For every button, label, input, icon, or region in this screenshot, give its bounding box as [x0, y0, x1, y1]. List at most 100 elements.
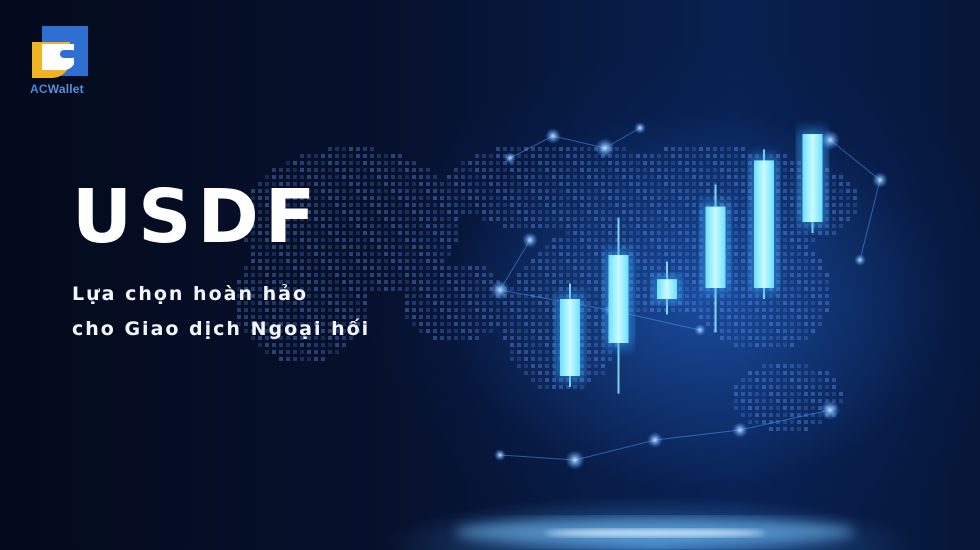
map-dot	[818, 399, 822, 403]
map-dot	[727, 147, 731, 151]
map-dot	[265, 231, 269, 235]
map-dot	[720, 196, 724, 200]
map-dot	[440, 252, 444, 256]
map-dot	[839, 392, 843, 396]
map-dot	[419, 315, 423, 319]
map-dot	[566, 147, 570, 151]
map-dot	[825, 210, 829, 214]
map-dot	[496, 308, 500, 312]
map-dot	[321, 280, 325, 284]
map-dot	[293, 280, 297, 284]
map-dot	[783, 364, 787, 368]
map-dot	[279, 231, 283, 235]
map-dot	[538, 252, 542, 256]
map-dot	[538, 273, 542, 277]
map-dot	[531, 217, 535, 221]
map-dot	[461, 210, 465, 214]
map-dot	[468, 329, 472, 333]
map-dot	[573, 182, 577, 186]
map-dot	[699, 287, 703, 291]
map-dot	[279, 196, 283, 200]
map-dot	[741, 406, 745, 410]
map-dot	[440, 266, 444, 270]
map-dot	[636, 294, 640, 298]
map-dot	[566, 245, 570, 249]
map-dot	[286, 336, 290, 340]
map-dot	[741, 308, 745, 312]
map-dot	[356, 266, 360, 270]
map-dot	[818, 308, 822, 312]
map-dot	[671, 210, 675, 214]
map-dot	[797, 371, 801, 375]
map-dot	[608, 203, 612, 207]
map-dot	[363, 266, 367, 270]
map-dot	[545, 308, 549, 312]
map-dot	[713, 168, 717, 172]
map-dot	[356, 315, 360, 319]
map-dot	[692, 168, 696, 172]
map-dot	[706, 161, 710, 165]
map-dot	[846, 182, 850, 186]
map-dot	[412, 168, 416, 172]
map-dot	[531, 315, 535, 319]
map-dot	[783, 154, 787, 158]
map-dot	[440, 224, 444, 228]
map-dot	[258, 308, 262, 312]
map-dot	[300, 210, 304, 214]
map-dot	[321, 231, 325, 235]
map-dot	[566, 182, 570, 186]
map-dot	[608, 357, 612, 361]
map-dot	[426, 196, 430, 200]
map-dot	[650, 294, 654, 298]
map-dot	[265, 301, 269, 305]
map-dot	[356, 161, 360, 165]
map-dot	[426, 301, 430, 305]
map-dot	[321, 168, 325, 172]
map-dot	[538, 329, 542, 333]
map-dot	[510, 224, 514, 228]
map-dot	[293, 203, 297, 207]
map-dot	[461, 294, 465, 298]
map-dot	[699, 182, 703, 186]
map-dot	[741, 217, 745, 221]
map-dot	[559, 273, 563, 277]
map-dot	[461, 329, 465, 333]
map-dot	[384, 168, 388, 172]
map-dot	[790, 259, 794, 263]
map-dot	[846, 189, 850, 193]
map-dot	[741, 399, 745, 403]
map-dot	[251, 329, 255, 333]
map-dot	[804, 252, 808, 256]
map-dot	[300, 336, 304, 340]
map-dot	[734, 154, 738, 158]
map-dot	[307, 273, 311, 277]
map-dot	[524, 308, 528, 312]
map-dot	[314, 168, 318, 172]
map-dot	[405, 245, 409, 249]
map-dot	[608, 231, 612, 235]
map-dot	[699, 301, 703, 305]
map-dot	[587, 371, 591, 375]
map-dot	[552, 385, 556, 389]
map-dot	[419, 252, 423, 256]
map-dot	[559, 210, 563, 214]
map-dot	[300, 224, 304, 228]
map-dot	[524, 371, 528, 375]
map-dot	[272, 217, 276, 221]
map-dot	[804, 294, 808, 298]
map-dot	[615, 147, 619, 151]
map-dot	[384, 217, 388, 221]
map-dot	[825, 308, 829, 312]
map-dot	[426, 189, 430, 193]
map-dot	[713, 147, 717, 151]
map-dot	[279, 238, 283, 242]
map-dot	[377, 217, 381, 221]
map-dot	[454, 336, 458, 340]
map-dot	[804, 329, 808, 333]
map-dot	[265, 280, 269, 284]
map-dot	[342, 301, 346, 305]
map-dot	[489, 273, 493, 277]
map-dot	[244, 217, 248, 221]
map-dot	[433, 294, 437, 298]
